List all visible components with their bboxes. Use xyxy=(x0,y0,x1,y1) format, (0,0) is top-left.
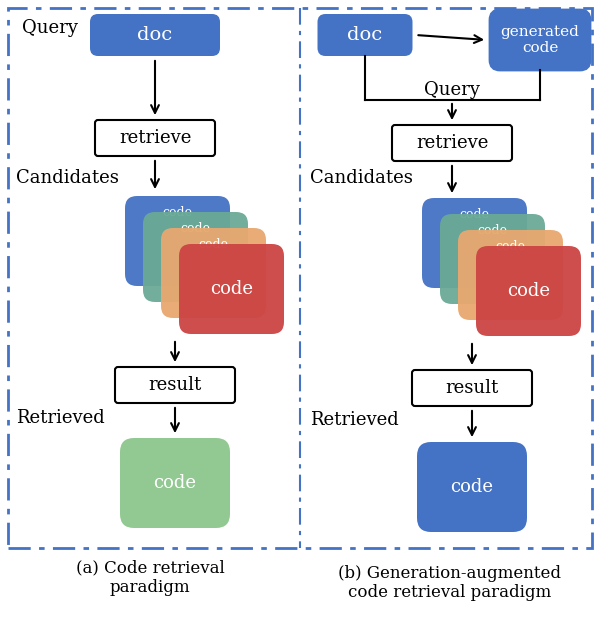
FancyBboxPatch shape xyxy=(422,198,527,288)
FancyBboxPatch shape xyxy=(490,10,590,70)
Text: (b) Generation-augmented
code retrieval paradigm: (b) Generation-augmented code retrieval … xyxy=(338,565,562,602)
FancyBboxPatch shape xyxy=(179,244,284,334)
Text: retrieve: retrieve xyxy=(119,129,191,147)
Text: generated
code: generated code xyxy=(500,25,580,55)
FancyBboxPatch shape xyxy=(120,438,230,528)
Text: code: code xyxy=(507,282,550,300)
FancyBboxPatch shape xyxy=(476,246,581,336)
Text: Candidates: Candidates xyxy=(16,169,119,187)
Text: code: code xyxy=(181,222,211,235)
FancyBboxPatch shape xyxy=(412,370,532,406)
Text: result: result xyxy=(445,379,499,397)
Text: Query: Query xyxy=(22,19,78,37)
Text: code: code xyxy=(478,223,508,237)
FancyBboxPatch shape xyxy=(95,120,215,156)
FancyBboxPatch shape xyxy=(458,230,563,320)
FancyBboxPatch shape xyxy=(417,442,527,532)
Text: code: code xyxy=(460,207,490,220)
Text: retrieve: retrieve xyxy=(416,134,488,152)
Text: Query: Query xyxy=(424,81,480,99)
FancyBboxPatch shape xyxy=(115,367,235,403)
FancyBboxPatch shape xyxy=(125,196,230,286)
Text: result: result xyxy=(148,376,202,394)
Text: code: code xyxy=(199,237,229,250)
Text: code: code xyxy=(451,478,493,496)
Text: (a) Code retrieval
paradigm: (a) Code retrieval paradigm xyxy=(76,560,224,597)
Text: Retrieved: Retrieved xyxy=(16,409,105,427)
Text: doc: doc xyxy=(347,26,383,44)
FancyBboxPatch shape xyxy=(317,14,413,56)
Text: code: code xyxy=(496,240,526,252)
Text: Candidates: Candidates xyxy=(310,169,413,187)
FancyBboxPatch shape xyxy=(143,212,248,302)
Text: code: code xyxy=(154,474,197,492)
Text: code: code xyxy=(163,205,193,218)
Text: code: code xyxy=(210,280,253,298)
FancyBboxPatch shape xyxy=(440,214,545,304)
FancyBboxPatch shape xyxy=(161,228,266,318)
Text: Retrieved: Retrieved xyxy=(310,411,399,429)
FancyBboxPatch shape xyxy=(392,125,512,161)
Text: doc: doc xyxy=(137,26,173,44)
FancyBboxPatch shape xyxy=(90,14,220,56)
